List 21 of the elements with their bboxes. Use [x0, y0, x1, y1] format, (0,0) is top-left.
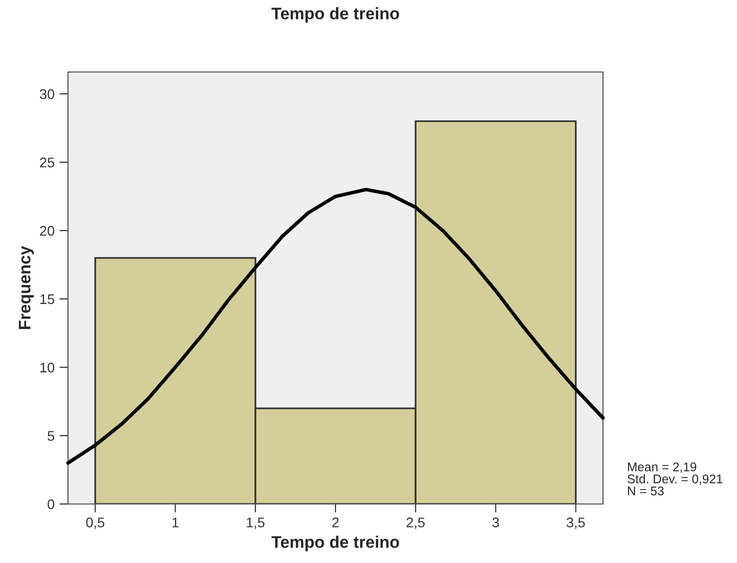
y-tick-label: 15	[40, 294, 54, 304]
text: N = 53	[628, 486, 664, 496]
x-tick-label: 0,5	[86, 518, 104, 530]
y-tick-label: 20	[40, 226, 54, 236]
text: Std. Dev. = 0,921	[628, 474, 722, 485]
y-tick-label: 10	[40, 362, 54, 372]
x-tick-label: 1,5	[246, 518, 264, 530]
x-tick-label: 3,5	[566, 518, 585, 530]
x-tick-label: 2,5	[406, 518, 425, 530]
y-axis-title: Frequency	[18, 246, 34, 330]
x-tick-label: 3	[492, 518, 499, 528]
text: Mean = 2,19	[628, 462, 696, 473]
x-tick-label: 1	[172, 518, 179, 528]
y-tick-label: 25	[40, 158, 54, 168]
line-series	[66, 188, 605, 465]
y-tick-label: 5	[48, 431, 54, 441]
y-tick-label: 30	[40, 89, 54, 100]
chart-title: Tempo de treino	[271, 7, 400, 23]
x-axis-title: Tempo de treino	[271, 536, 400, 552]
x-tick-label: 2	[332, 518, 339, 528]
y-tick-label: 0	[48, 499, 54, 510]
